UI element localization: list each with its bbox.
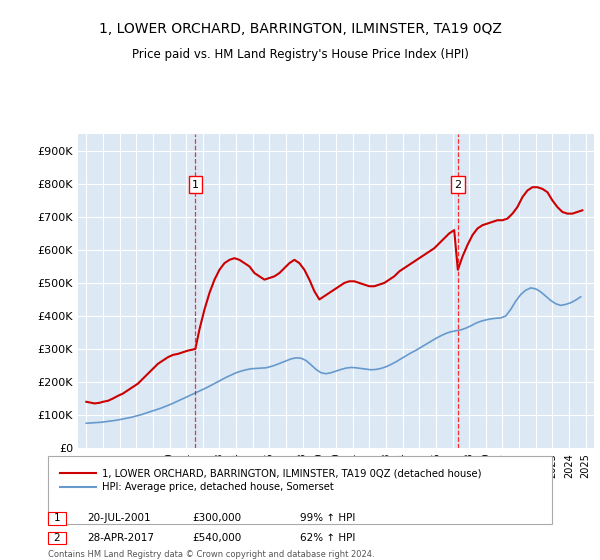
Text: Price paid vs. HM Land Registry's House Price Index (HPI): Price paid vs. HM Land Registry's House … xyxy=(131,48,469,60)
Text: 28-APR-2017: 28-APR-2017 xyxy=(87,533,154,543)
Text: 62% ↑ HPI: 62% ↑ HPI xyxy=(300,533,355,543)
Text: 99% ↑ HPI: 99% ↑ HPI xyxy=(300,513,355,523)
Text: 1, LOWER ORCHARD, BARRINGTON, ILMINSTER, TA19 0QZ: 1, LOWER ORCHARD, BARRINGTON, ILMINSTER,… xyxy=(98,22,502,36)
Text: 1: 1 xyxy=(53,513,61,523)
Text: 1: 1 xyxy=(192,180,199,190)
Text: 2: 2 xyxy=(53,533,61,543)
Text: £300,000: £300,000 xyxy=(192,513,241,523)
Text: 2: 2 xyxy=(454,180,461,190)
Text: Contains HM Land Registry data © Crown copyright and database right 2024.
This d: Contains HM Land Registry data © Crown c… xyxy=(48,550,374,560)
Text: £540,000: £540,000 xyxy=(192,533,241,543)
Text: 1, LOWER ORCHARD, BARRINGTON, ILMINSTER, TA19 0QZ (detached house): 1, LOWER ORCHARD, BARRINGTON, ILMINSTER,… xyxy=(102,468,482,478)
Text: 20-JUL-2001: 20-JUL-2001 xyxy=(87,513,151,523)
Text: HPI: Average price, detached house, Somerset: HPI: Average price, detached house, Some… xyxy=(102,482,334,492)
